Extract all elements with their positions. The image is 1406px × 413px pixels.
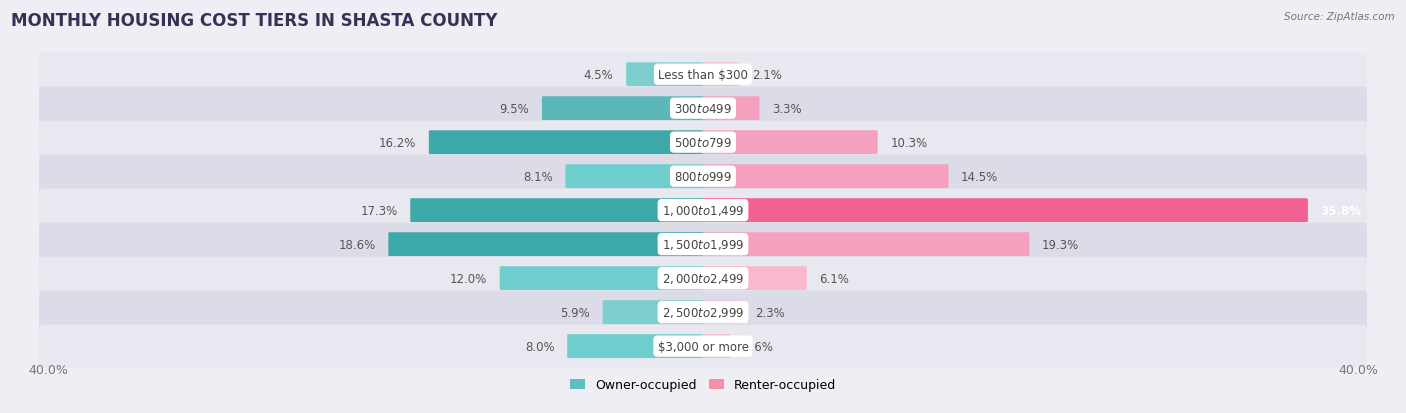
- Text: 1.6%: 1.6%: [744, 340, 773, 353]
- Text: 40.0%: 40.0%: [1339, 363, 1378, 376]
- Text: 8.1%: 8.1%: [523, 170, 553, 183]
- Text: MONTHLY HOUSING COST TIERS IN SHASTA COUNTY: MONTHLY HOUSING COST TIERS IN SHASTA COU…: [11, 12, 498, 30]
- Text: 16.2%: 16.2%: [378, 136, 416, 149]
- FancyBboxPatch shape: [39, 189, 1367, 232]
- Text: 19.3%: 19.3%: [1042, 238, 1080, 251]
- FancyBboxPatch shape: [626, 63, 704, 87]
- Text: $1,000 to $1,499: $1,000 to $1,499: [662, 204, 744, 218]
- Text: $300 to $499: $300 to $499: [673, 102, 733, 115]
- Text: 9.5%: 9.5%: [499, 102, 529, 115]
- FancyBboxPatch shape: [702, 233, 1029, 256]
- FancyBboxPatch shape: [541, 97, 704, 121]
- FancyBboxPatch shape: [39, 257, 1367, 300]
- FancyBboxPatch shape: [39, 325, 1367, 368]
- FancyBboxPatch shape: [702, 335, 731, 358]
- Text: $2,000 to $2,499: $2,000 to $2,499: [662, 271, 744, 285]
- Text: 14.5%: 14.5%: [962, 170, 998, 183]
- FancyBboxPatch shape: [702, 97, 759, 121]
- FancyBboxPatch shape: [702, 199, 1308, 223]
- Text: 8.0%: 8.0%: [524, 340, 554, 353]
- FancyBboxPatch shape: [411, 199, 704, 223]
- Text: $1,500 to $1,999: $1,500 to $1,999: [662, 237, 744, 252]
- FancyBboxPatch shape: [702, 266, 807, 290]
- Text: 18.6%: 18.6%: [339, 238, 375, 251]
- Text: 17.3%: 17.3%: [360, 204, 398, 217]
- Text: $500 to $799: $500 to $799: [673, 136, 733, 149]
- Text: 35.8%: 35.8%: [1320, 204, 1361, 217]
- Text: Source: ZipAtlas.com: Source: ZipAtlas.com: [1284, 12, 1395, 22]
- Text: 40.0%: 40.0%: [28, 363, 67, 376]
- FancyBboxPatch shape: [39, 291, 1367, 334]
- Text: 5.9%: 5.9%: [560, 306, 591, 319]
- Text: 6.1%: 6.1%: [820, 272, 849, 285]
- Text: $3,000 or more: $3,000 or more: [658, 340, 748, 353]
- Text: 12.0%: 12.0%: [450, 272, 486, 285]
- FancyBboxPatch shape: [702, 301, 742, 324]
- Text: 2.3%: 2.3%: [755, 306, 785, 319]
- FancyBboxPatch shape: [499, 266, 704, 290]
- FancyBboxPatch shape: [702, 63, 740, 87]
- Text: 2.1%: 2.1%: [752, 69, 782, 81]
- FancyBboxPatch shape: [39, 155, 1367, 198]
- FancyBboxPatch shape: [39, 223, 1367, 266]
- FancyBboxPatch shape: [567, 335, 704, 358]
- FancyBboxPatch shape: [388, 233, 704, 256]
- FancyBboxPatch shape: [702, 165, 949, 189]
- Text: $800 to $999: $800 to $999: [673, 170, 733, 183]
- Text: 10.3%: 10.3%: [890, 136, 928, 149]
- Text: 3.3%: 3.3%: [772, 102, 801, 115]
- FancyBboxPatch shape: [39, 121, 1367, 164]
- FancyBboxPatch shape: [429, 131, 704, 155]
- Legend: Owner-occupied, Renter-occupied: Owner-occupied, Renter-occupied: [569, 378, 837, 391]
- Text: Less than $300: Less than $300: [658, 69, 748, 81]
- FancyBboxPatch shape: [39, 88, 1367, 130]
- FancyBboxPatch shape: [565, 165, 704, 189]
- Text: $2,500 to $2,999: $2,500 to $2,999: [662, 305, 744, 319]
- Text: 4.5%: 4.5%: [583, 69, 613, 81]
- FancyBboxPatch shape: [39, 54, 1367, 96]
- FancyBboxPatch shape: [603, 301, 704, 324]
- FancyBboxPatch shape: [702, 131, 877, 155]
